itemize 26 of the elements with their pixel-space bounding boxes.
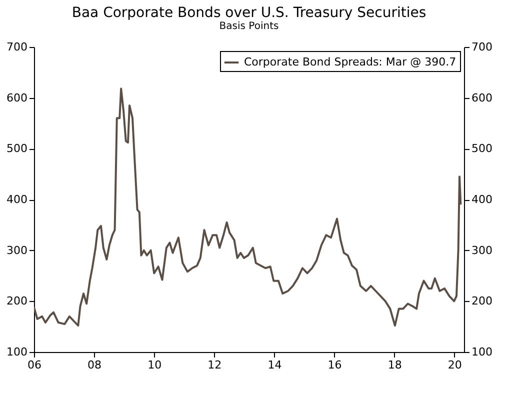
x-tick-label: 12 xyxy=(208,358,222,372)
y2-tick-label: 300 xyxy=(472,244,492,257)
x-tick-label: 20 xyxy=(448,358,462,372)
chart-title: Baa Corporate Bonds over U.S. Treasury Securities xyxy=(72,5,426,21)
y2-tick-label: 500 xyxy=(472,142,492,156)
y2-tick-label: 100 xyxy=(472,346,492,358)
x-tick-label: 18 xyxy=(388,358,402,372)
y-tick-label: 200 xyxy=(6,294,28,308)
y-tick-label: 500 xyxy=(6,142,28,156)
y2-tick-label: 400 xyxy=(472,193,492,206)
chart-subtitle: Basis Points xyxy=(219,21,279,32)
y-tick-label: 400 xyxy=(6,193,28,206)
x-tick-label: 06 xyxy=(28,358,42,372)
line-series xyxy=(34,88,462,327)
y-tick-label: 300 xyxy=(6,244,28,257)
y-tick-label: 100 xyxy=(6,346,28,358)
x-tick-label: 10 xyxy=(148,358,162,372)
x-tick-label: 16 xyxy=(328,358,342,372)
y2-tick-label: 700 xyxy=(472,40,492,54)
x-tick-label: 14 xyxy=(268,358,282,372)
x-tick-label: 08 xyxy=(88,358,102,372)
y2-tick-label: 600 xyxy=(472,91,492,104)
y-tick-label: 600 xyxy=(6,91,28,104)
y2-tick-label: 200 xyxy=(472,294,492,308)
legend-label: Corporate Bond Spreads: Mar @ 390.7 xyxy=(244,56,456,68)
y-tick-label: 700 xyxy=(6,40,28,54)
